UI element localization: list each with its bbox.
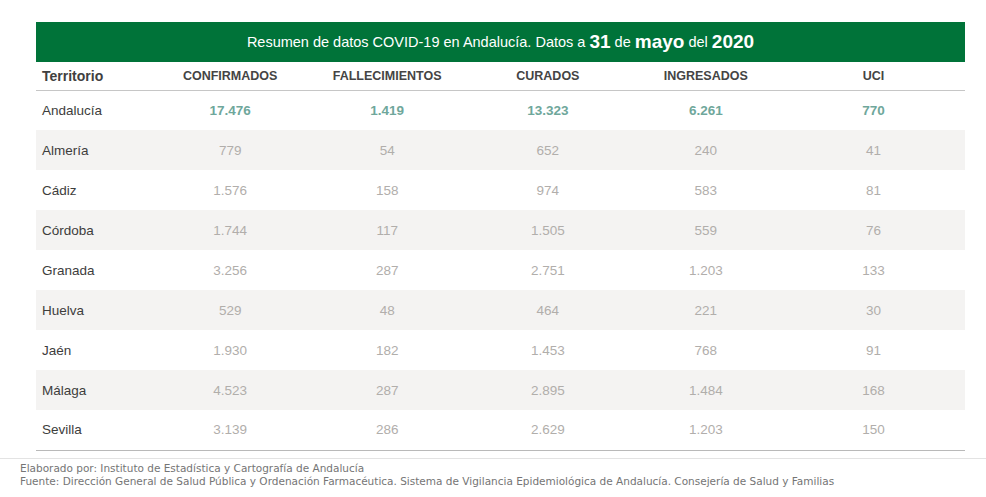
territory-cell: Granada <box>36 250 152 290</box>
table-row: Sevilla3.1392862.6291.203150 <box>36 410 965 450</box>
column-header-ingresados: INGRESADOS <box>630 62 782 90</box>
value-cell: 287 <box>308 250 466 290</box>
value-cell: 158 <box>308 170 466 210</box>
header-row: Territorio CONFIRMADOS FALLECIMIENTOS CU… <box>36 62 965 90</box>
value-cell: 168 <box>782 370 965 410</box>
table-row: Córdoba1.7441171.50555976 <box>36 210 965 250</box>
value-cell: 4.523 <box>152 370 308 410</box>
column-header-curados: CURADOS <box>466 62 630 90</box>
footer: Elaborado por: Instituto de Estadística … <box>20 462 970 487</box>
value-cell: 2.751 <box>466 250 630 290</box>
footer-separator <box>0 458 986 459</box>
territory-cell: Jaén <box>36 330 152 370</box>
value-cell: 652 <box>466 130 630 170</box>
territory-cell: Andalucía <box>36 90 152 130</box>
value-cell: 48 <box>308 290 466 330</box>
title-sep-del: del <box>684 34 711 50</box>
title-month: mayo <box>635 31 685 53</box>
table-row: Andalucía17.4761.41913.3236.261770 <box>36 90 965 130</box>
value-cell: 30 <box>782 290 965 330</box>
value-cell: 117 <box>308 210 466 250</box>
territory-cell: Almería <box>36 130 152 170</box>
column-header-uci: UCI <box>782 62 965 90</box>
value-cell: 150 <box>782 410 965 450</box>
value-cell: 529 <box>152 290 308 330</box>
value-cell: 1.203 <box>630 410 782 450</box>
value-cell: 17.476 <box>152 90 308 130</box>
covid-data-table: Territorio CONFIRMADOS FALLECIMIENTOS CU… <box>36 62 965 451</box>
table-row: Huelva5294846422130 <box>36 290 965 330</box>
column-header-confirmados: CONFIRMADOS <box>152 62 308 90</box>
value-cell: 81 <box>782 170 965 210</box>
territory-cell: Sevilla <box>36 410 152 450</box>
value-cell: 583 <box>630 170 782 210</box>
value-cell: 287 <box>308 370 466 410</box>
value-cell: 1.505 <box>466 210 630 250</box>
value-cell: 3.139 <box>152 410 308 450</box>
value-cell: 1.419 <box>308 90 466 130</box>
value-cell: 464 <box>466 290 630 330</box>
value-cell: 559 <box>630 210 782 250</box>
table-row: Jaén1.9301821.45376891 <box>36 330 965 370</box>
value-cell: 286 <box>308 410 466 450</box>
value-cell: 779 <box>152 130 308 170</box>
value-cell: 2.629 <box>466 410 630 450</box>
table-header: Territorio CONFIRMADOS FALLECIMIENTOS CU… <box>36 62 965 90</box>
value-cell: 221 <box>630 290 782 330</box>
footer-elaborado: Elaborado por: Instituto de Estadística … <box>20 462 970 475</box>
value-cell: 41 <box>782 130 965 170</box>
value-cell: 3.256 <box>152 250 308 290</box>
territory-cell: Cádiz <box>36 170 152 210</box>
value-cell: 770 <box>782 90 965 130</box>
value-cell: 1.930 <box>152 330 308 370</box>
value-cell: 54 <box>308 130 466 170</box>
territory-cell: Córdoba <box>36 210 152 250</box>
value-cell: 974 <box>466 170 630 210</box>
column-header-territorio: Territorio <box>36 62 152 90</box>
table-row: Málaga4.5232872.8951.484168 <box>36 370 965 410</box>
value-cell: 2.895 <box>466 370 630 410</box>
table-body: Andalucía17.4761.41913.3236.261770Almerí… <box>36 90 965 450</box>
value-cell: 768 <box>630 330 782 370</box>
title-day: 31 <box>589 31 610 53</box>
table-row: Granada3.2562872.7511.203133 <box>36 250 965 290</box>
value-cell: 13.323 <box>466 90 630 130</box>
value-cell: 1.484 <box>630 370 782 410</box>
value-cell: 182 <box>308 330 466 370</box>
table-row: Almería7795465224041 <box>36 130 965 170</box>
value-cell: 1.203 <box>630 250 782 290</box>
value-cell: 6.261 <box>630 90 782 130</box>
value-cell: 76 <box>782 210 965 250</box>
title-text-prefix: Resumen de datos COVID-19 en Andalucía. … <box>247 34 590 50</box>
title-year: 2020 <box>712 31 754 53</box>
territory-cell: Huelva <box>36 290 152 330</box>
title-bar: Resumen de datos COVID-19 en Andalucía. … <box>36 22 965 62</box>
value-cell: 1.453 <box>466 330 630 370</box>
table-row: Cádiz1.57615897458381 <box>36 170 965 210</box>
value-cell: 133 <box>782 250 965 290</box>
value-cell: 1.744 <box>152 210 308 250</box>
covid-summary-page: Resumen de datos COVID-19 en Andalucía. … <box>0 0 986 497</box>
title-sep-de: de <box>611 34 635 50</box>
footer-fuente: Fuente: Dirección General de Salud Públi… <box>20 475 970 488</box>
territory-cell: Málaga <box>36 370 152 410</box>
value-cell: 91 <box>782 330 965 370</box>
value-cell: 240 <box>630 130 782 170</box>
value-cell: 1.576 <box>152 170 308 210</box>
column-header-fallecimientos: FALLECIMIENTOS <box>308 62 466 90</box>
